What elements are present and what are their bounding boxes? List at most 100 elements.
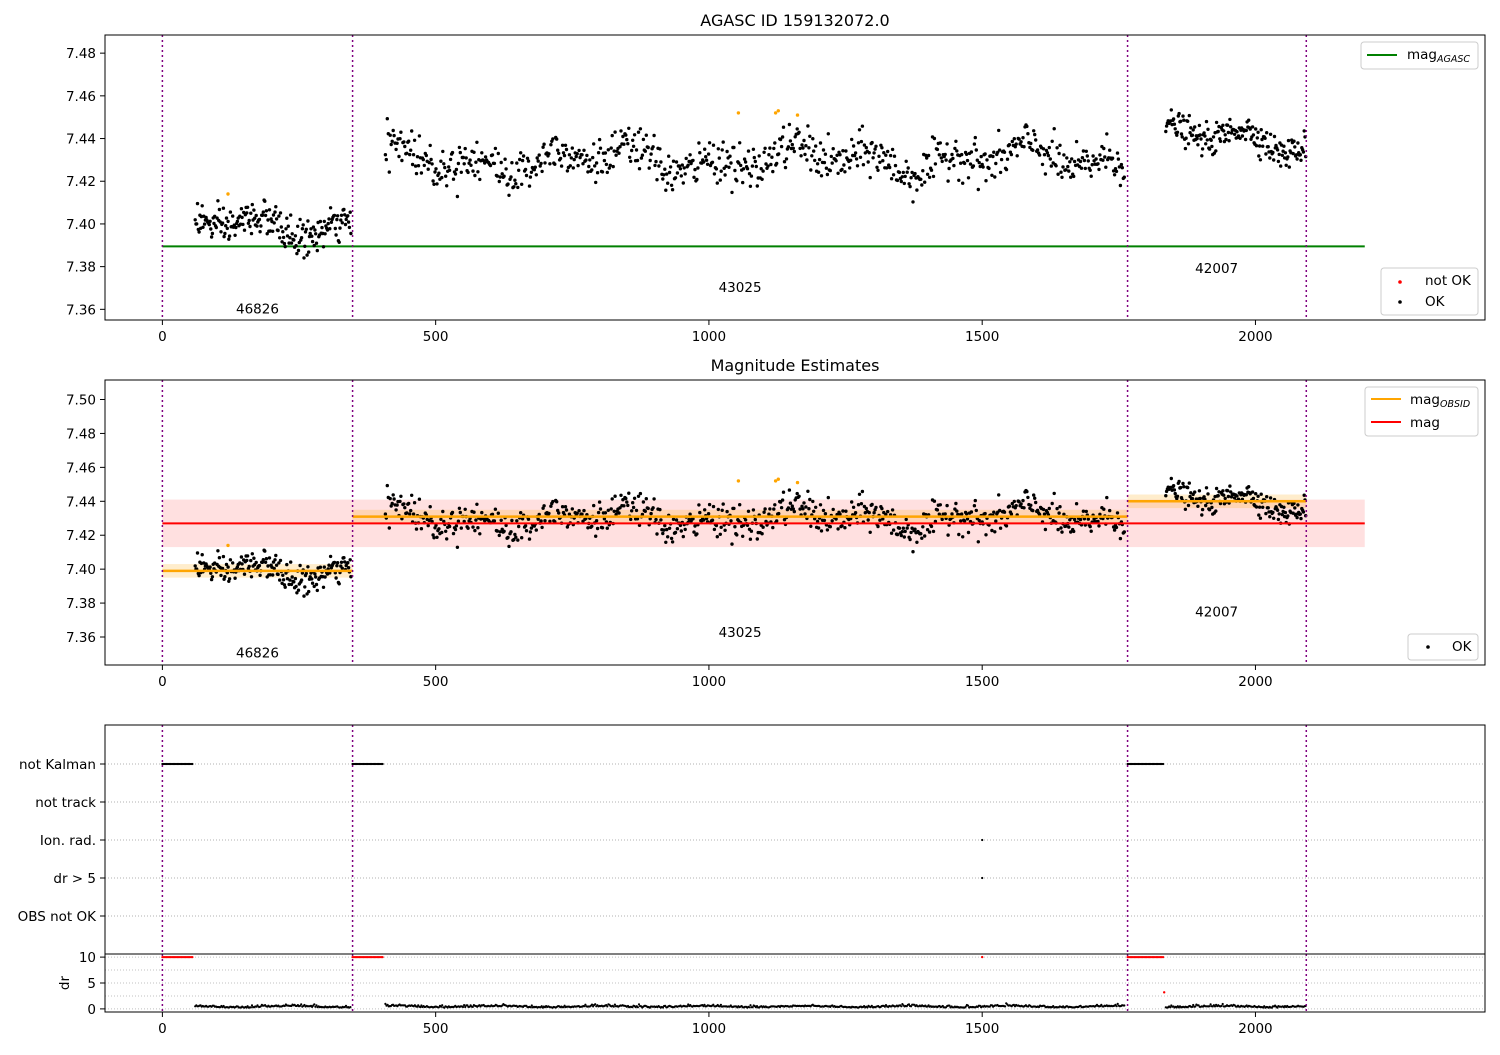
ok-point: [1105, 495, 1109, 500]
ok-point: [295, 251, 299, 256]
ok-point: [1218, 501, 1223, 506]
ok-point: [966, 176, 971, 180]
ok-point: [472, 150, 476, 154]
ok-point: [868, 530, 872, 534]
flag-point: [191, 762, 194, 766]
x-tick-label: 1000: [692, 674, 726, 690]
ok-point: [1181, 481, 1185, 486]
ok-point: [762, 150, 766, 154]
y-tick-label: 0: [87, 1002, 96, 1018]
dr-point: [250, 1004, 254, 1007]
ok-point: [746, 509, 751, 513]
ok-point: [603, 511, 608, 515]
ok-point: [536, 517, 540, 521]
ok-point: [261, 558, 265, 562]
ok-point: [862, 143, 867, 147]
ok-point: [981, 165, 985, 169]
ok-point: [1082, 517, 1087, 521]
ok-point: [441, 509, 445, 514]
ok-point: [435, 182, 439, 186]
ok-point: [265, 232, 269, 236]
ok-point: [954, 501, 958, 506]
ok-point: [693, 167, 697, 172]
ok-point: [630, 509, 634, 513]
agasc-panel-background: [105, 35, 1485, 320]
dr-point: [703, 1003, 706, 1006]
ok-point: [457, 506, 462, 510]
ok-point: [802, 138, 806, 143]
ok-point: [339, 218, 343, 222]
ok-point: [663, 523, 667, 528]
ok-point: [901, 170, 905, 175]
ok-point: [1007, 504, 1012, 508]
legend-swatch-not-ok: [1398, 280, 1402, 284]
ok-point: [412, 501, 417, 505]
ok-point: [1164, 124, 1169, 128]
ok-point: [1022, 506, 1026, 510]
ok-point: [801, 507, 805, 511]
ok-point: [536, 159, 540, 163]
ok-point: [334, 576, 338, 580]
ok-point: [771, 525, 775, 530]
ok-point: [1112, 528, 1117, 532]
dr-point: [1115, 1005, 1118, 1008]
ok-point: [220, 566, 225, 571]
ok-point: [712, 527, 717, 532]
ok-point: [927, 175, 932, 179]
ok-point: [565, 525, 570, 529]
ok-point: [1261, 505, 1265, 509]
ok-point: [710, 160, 715, 164]
ok-point: [628, 155, 632, 159]
ok-point: [743, 160, 748, 164]
ok-point: [804, 505, 808, 509]
ok-point: [240, 215, 244, 220]
ok-point: [1277, 512, 1281, 516]
ok-point: [434, 167, 438, 171]
ok-point: [274, 553, 278, 558]
ok-point: [1056, 527, 1060, 532]
ok-point: [1080, 156, 1085, 160]
ok-point: [611, 164, 615, 169]
ok-point: [300, 571, 305, 575]
ok-point: [600, 526, 605, 530]
ok-point: [1064, 524, 1068, 528]
ok-point: [964, 152, 969, 156]
ok-point: [1272, 158, 1276, 162]
ok-point: [657, 164, 661, 168]
ok-point: [891, 173, 896, 177]
dr-point: [748, 1006, 751, 1009]
flagged-point: [736, 479, 741, 483]
ok-point: [813, 158, 817, 163]
ok-point: [502, 529, 506, 533]
ok-point: [1088, 524, 1092, 529]
ok-point: [935, 147, 940, 152]
agasc-y-ticks: 7.367.387.407.427.447.467.48: [66, 46, 105, 318]
dr-point: [1004, 1005, 1007, 1008]
ok-point: [563, 505, 568, 509]
ok-point: [940, 159, 944, 164]
dr-x-ticks: 0 500 1000 1500 2000: [158, 1012, 1273, 1037]
ok-point: [421, 157, 425, 162]
ok-point: [791, 507, 795, 511]
ok-point: [235, 565, 240, 569]
ok-point: [923, 180, 927, 184]
ok-point: [872, 151, 876, 155]
ok-point: [1033, 132, 1037, 137]
ok-point: [523, 524, 528, 528]
y-tick-label: 7.36: [66, 630, 96, 646]
ok-point: [1190, 133, 1195, 137]
ok-point: [719, 169, 723, 173]
ok-point: [468, 158, 472, 162]
ok-point: [327, 563, 331, 567]
dr-point: [718, 1005, 722, 1008]
ok-point: [1268, 132, 1273, 136]
ok-point: [549, 504, 553, 508]
ok-point: [272, 566, 276, 571]
ok-point: [702, 160, 706, 164]
ok-point: [391, 493, 395, 497]
ok-point: [307, 250, 311, 254]
ok-point: [651, 145, 655, 149]
ok-point: [247, 564, 251, 569]
obsid-label: 43025: [719, 625, 762, 641]
